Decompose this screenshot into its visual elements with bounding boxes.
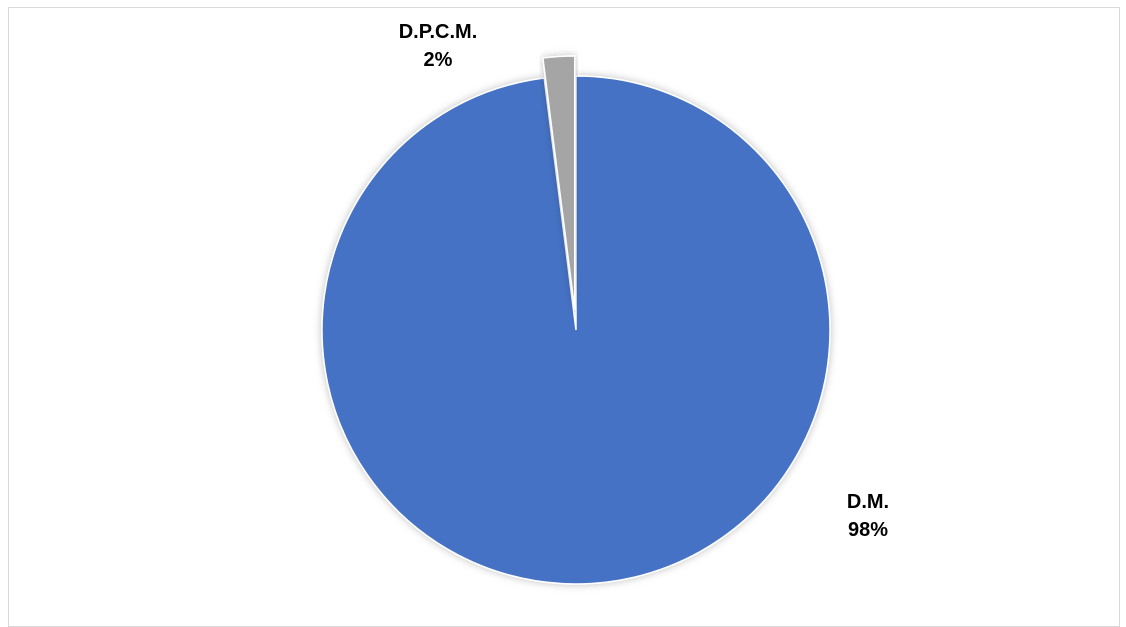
data-label-dm-category: D.M. — [847, 491, 889, 513]
pie-slice-dpcm — [542, 55, 576, 311]
data-label-dpcm-value: 2% — [424, 49, 453, 71]
pie-slices — [321, 55, 831, 585]
pie-slice-dm — [321, 75, 831, 585]
data-label-dpcm-category: D.P.C.M. — [399, 21, 478, 43]
data-label-dm-value: 98% — [848, 519, 888, 541]
pie-chart: D.P.C.M. 2% D.M. 98% — [321, 21, 889, 585]
